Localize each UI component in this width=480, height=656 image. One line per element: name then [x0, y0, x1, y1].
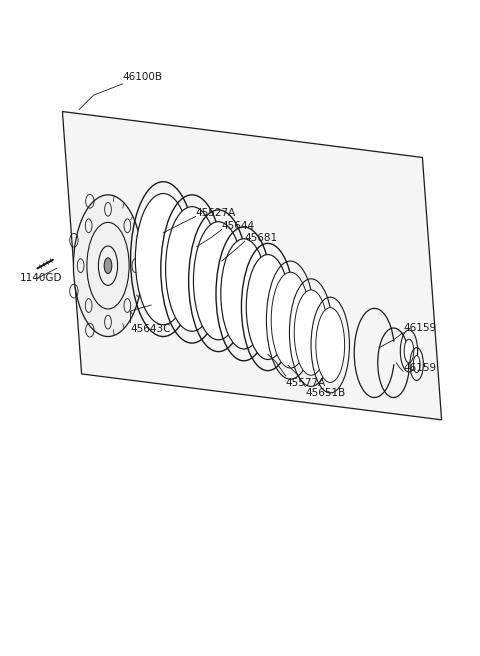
Ellipse shape — [193, 222, 243, 340]
Text: 45651B: 45651B — [305, 388, 346, 398]
Text: 45681: 45681 — [245, 233, 278, 243]
Text: 45577A: 45577A — [286, 378, 326, 388]
Ellipse shape — [166, 207, 218, 331]
Text: 46100B: 46100B — [122, 72, 162, 82]
Ellipse shape — [135, 194, 191, 325]
Text: 45644: 45644 — [222, 221, 255, 231]
Ellipse shape — [294, 290, 328, 375]
Ellipse shape — [104, 258, 112, 274]
Ellipse shape — [221, 239, 267, 349]
Text: 45643C: 45643C — [131, 324, 171, 334]
Ellipse shape — [316, 308, 345, 382]
Text: 46159: 46159 — [403, 363, 436, 373]
Ellipse shape — [271, 272, 310, 368]
Ellipse shape — [246, 255, 289, 359]
Text: 45527A: 45527A — [196, 208, 236, 218]
Text: 1140GD: 1140GD — [20, 273, 63, 283]
Text: 46159: 46159 — [403, 323, 436, 333]
Ellipse shape — [73, 195, 143, 337]
Ellipse shape — [413, 356, 420, 373]
Ellipse shape — [404, 339, 414, 363]
Polygon shape — [62, 112, 442, 420]
